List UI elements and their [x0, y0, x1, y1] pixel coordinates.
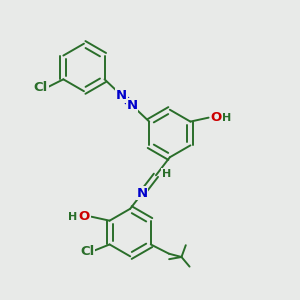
Text: H: H: [68, 212, 78, 222]
Text: O: O: [210, 111, 221, 124]
Text: O: O: [79, 210, 90, 223]
Text: H: H: [162, 169, 171, 178]
Text: Cl: Cl: [34, 81, 48, 94]
Text: Cl: Cl: [80, 244, 94, 258]
Text: H: H: [222, 112, 232, 123]
Text: N: N: [127, 99, 138, 112]
Text: N: N: [116, 89, 127, 102]
Text: N: N: [136, 187, 148, 200]
